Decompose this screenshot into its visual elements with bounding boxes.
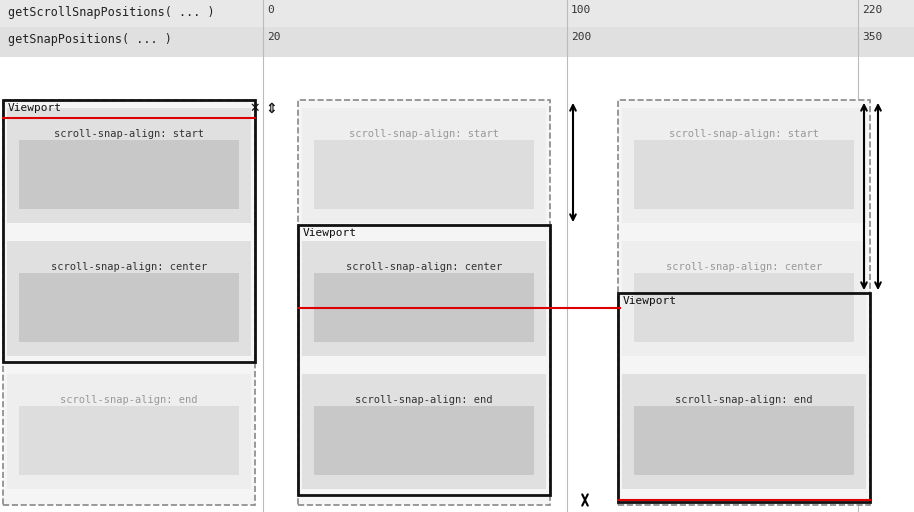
Bar bbox=[19, 406, 239, 475]
Text: ⇕: ⇕ bbox=[265, 102, 277, 116]
Bar bbox=[634, 140, 854, 209]
Bar bbox=[3, 100, 255, 505]
Bar bbox=[298, 100, 550, 505]
Bar bbox=[302, 241, 546, 356]
Text: scroll-snap-align: center: scroll-snap-align: center bbox=[666, 262, 822, 272]
Bar bbox=[622, 374, 866, 489]
Bar bbox=[314, 140, 534, 209]
Text: getSnapPositions( ... ): getSnapPositions( ... ) bbox=[8, 33, 172, 46]
Bar bbox=[19, 140, 239, 209]
Text: scroll-snap-align: end: scroll-snap-align: end bbox=[356, 395, 493, 404]
Text: 220: 220 bbox=[862, 5, 882, 15]
Bar bbox=[302, 108, 546, 223]
Bar bbox=[19, 273, 239, 342]
Bar bbox=[314, 273, 534, 342]
Text: 350: 350 bbox=[862, 32, 882, 42]
Text: scroll-snap-align: end: scroll-snap-align: end bbox=[60, 395, 197, 404]
Bar bbox=[0, 27, 914, 57]
Bar bbox=[634, 273, 854, 342]
Bar bbox=[634, 406, 854, 475]
Bar bbox=[618, 100, 870, 505]
Text: scroll-snap-align: center: scroll-snap-align: center bbox=[345, 262, 502, 272]
Text: scroll-snap-align: start: scroll-snap-align: start bbox=[54, 129, 204, 139]
Text: 200: 200 bbox=[571, 32, 591, 42]
Text: getScrollSnapPositions( ... ): getScrollSnapPositions( ... ) bbox=[8, 6, 215, 19]
Bar bbox=[3, 100, 255, 362]
Text: Viewport: Viewport bbox=[623, 296, 677, 306]
Bar bbox=[7, 108, 251, 223]
Bar bbox=[7, 374, 251, 489]
Bar bbox=[622, 108, 866, 223]
Bar bbox=[0, 0, 914, 27]
Text: ✕: ✕ bbox=[250, 102, 260, 115]
Bar bbox=[7, 241, 251, 356]
Text: scroll-snap-align: center: scroll-snap-align: center bbox=[51, 262, 207, 272]
Text: scroll-snap-align: start: scroll-snap-align: start bbox=[349, 129, 499, 139]
Text: 20: 20 bbox=[267, 32, 281, 42]
Bar bbox=[298, 225, 550, 495]
Text: 0: 0 bbox=[267, 5, 274, 15]
Text: scroll-snap-align: start: scroll-snap-align: start bbox=[669, 129, 819, 139]
Bar bbox=[302, 374, 546, 489]
Text: 100: 100 bbox=[571, 5, 591, 15]
Text: Viewport: Viewport bbox=[303, 228, 357, 238]
Text: Viewport: Viewport bbox=[8, 103, 62, 113]
Bar bbox=[622, 241, 866, 356]
Bar bbox=[314, 406, 534, 475]
Bar bbox=[618, 293, 870, 502]
Text: scroll-snap-align: end: scroll-snap-align: end bbox=[675, 395, 813, 404]
